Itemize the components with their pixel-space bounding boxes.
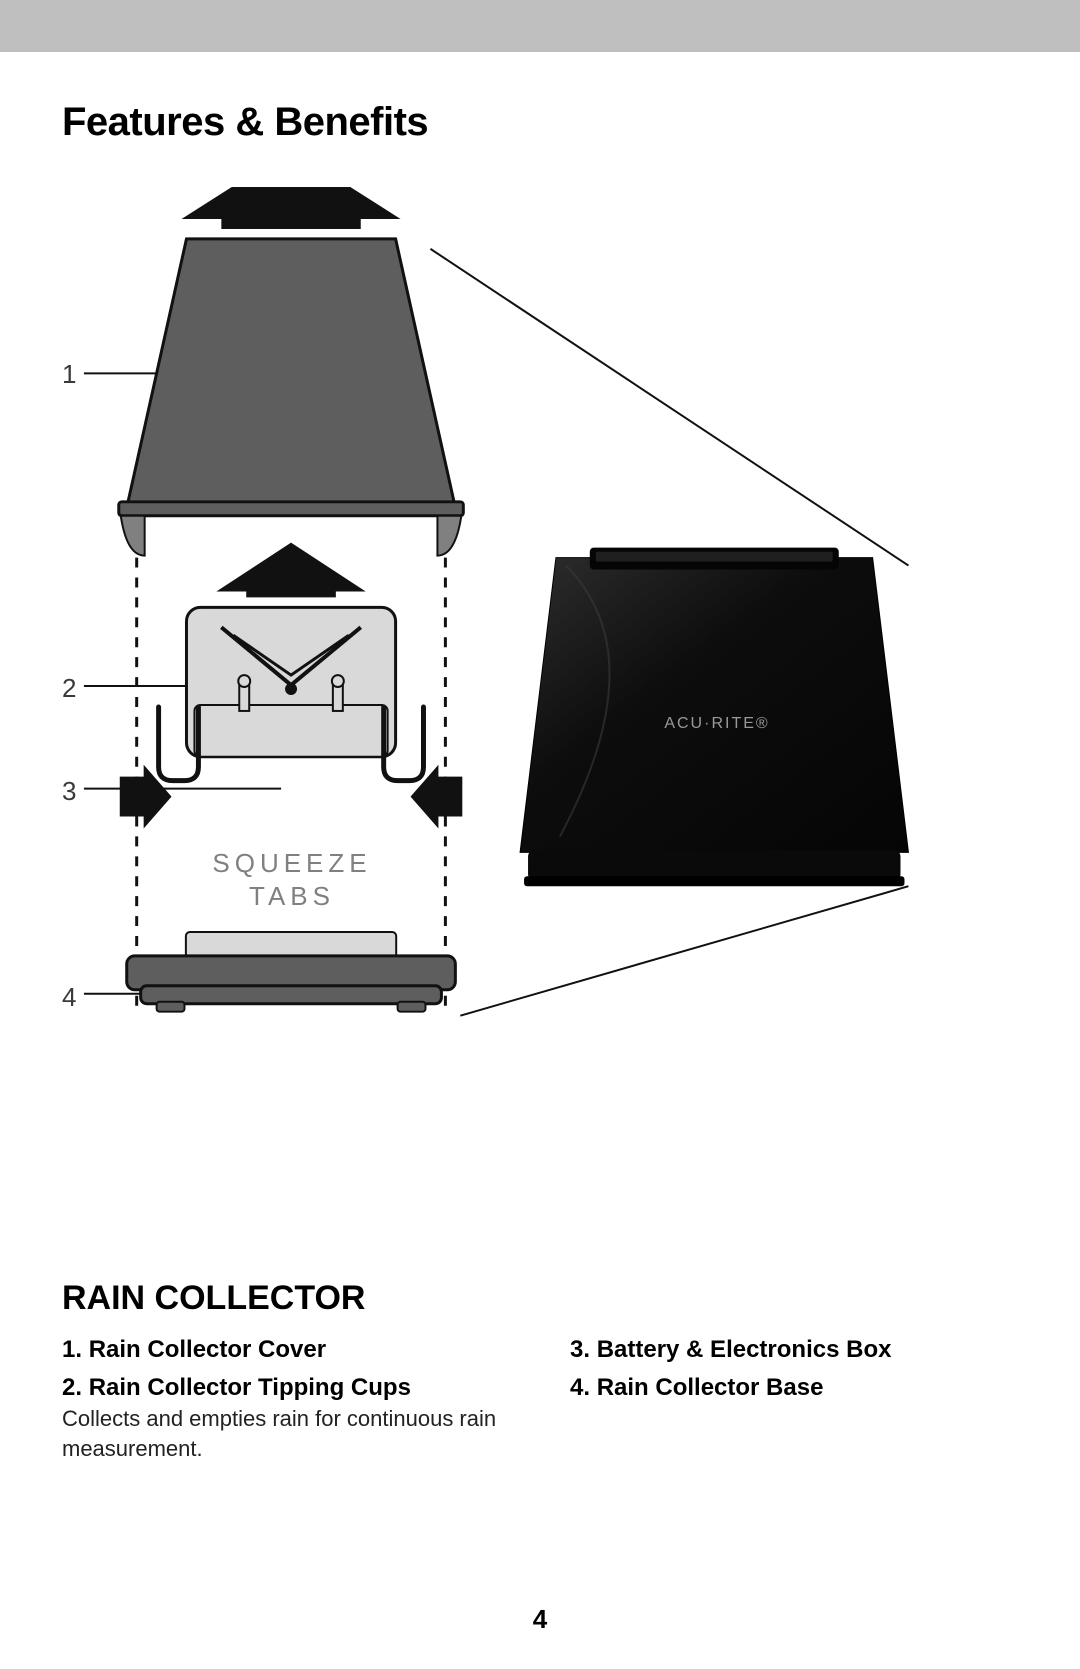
section-title: RAIN COLLECTOR — [62, 1279, 1018, 1318]
callout-1: 1 — [62, 359, 76, 390]
legend-num: 3. — [570, 1336, 590, 1363]
legend-columns: 1. Rain Collector Cover 2. Rain Collecto… — [62, 1336, 1018, 1473]
diagram-svg — [62, 187, 1018, 1207]
callout-2: 2 — [62, 673, 76, 704]
callout-4: 4 — [62, 982, 76, 1013]
legend-item: 2. Rain Collector Tipping Cups Collects … — [62, 1374, 510, 1463]
legend-col-left: 1. Rain Collector Cover 2. Rain Collecto… — [62, 1336, 510, 1473]
header-bar — [0, 0, 1080, 52]
squeeze-line2: TABS — [249, 881, 335, 911]
legend-num: 4. — [570, 1374, 590, 1401]
diagram-area: 1 2 3 4 SQUEEZE TABS ACU·RITE® — [62, 187, 1018, 1207]
legend-col-right: 3. Battery & Electronics Box 4. Rain Col… — [570, 1336, 1018, 1473]
legend-title: Rain Collector Tipping Cups — [89, 1374, 411, 1401]
legend-title: Rain Collector Base — [597, 1374, 824, 1401]
legend-item: 3. Battery & Electronics Box — [570, 1336, 1018, 1364]
squeeze-tabs-label: SQUEEZE TABS — [182, 847, 402, 912]
page-title: Features & Benefits — [62, 100, 1018, 145]
legend-item: 4. Rain Collector Base — [570, 1374, 1018, 1402]
callout-3: 3 — [62, 776, 76, 807]
legend-num: 2. — [62, 1374, 82, 1401]
legend-desc: Collects and empties rain for continuous… — [62, 1404, 510, 1463]
page-number: 4 — [0, 1604, 1080, 1635]
squeeze-line1: SQUEEZE — [212, 848, 371, 878]
legend-title: Rain Collector Cover — [89, 1336, 326, 1363]
product-brand-label: ACU·RITE® — [647, 715, 787, 733]
legend-num: 1. — [62, 1336, 82, 1363]
page-content: Features & Benefits 1 2 3 4 SQUEEZE TABS… — [0, 52, 1080, 1669]
legend-title: Battery & Electronics Box — [597, 1336, 892, 1363]
legend-item: 1. Rain Collector Cover — [62, 1336, 510, 1364]
